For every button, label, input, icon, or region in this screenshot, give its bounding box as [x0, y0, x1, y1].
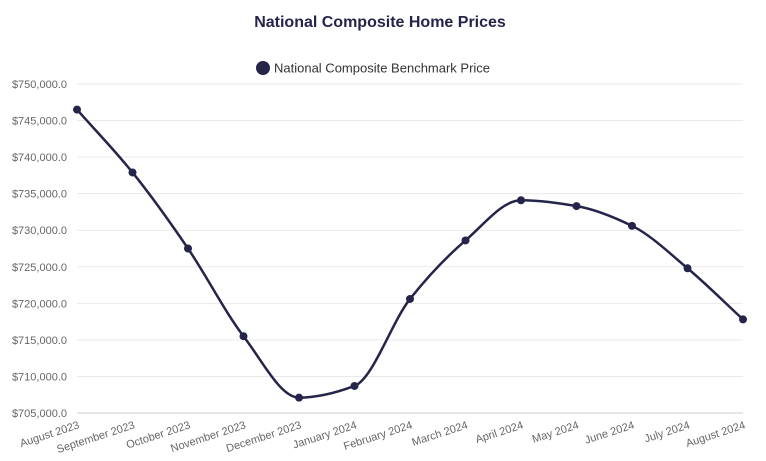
data-point-11[interactable] — [683, 264, 692, 273]
y-tick-label: $745,000.0 — [12, 116, 67, 128]
x-tick-label: August 2024 — [684, 419, 746, 450]
y-tick-label: $710,000.0 — [12, 371, 67, 383]
series-line — [75, 108, 745, 399]
legend[interactable]: National Composite Benchmark Price — [256, 61, 490, 76]
y-tick-label: $750,000.0 — [12, 79, 67, 91]
y-tick-label: $705,000.0 — [12, 408, 67, 420]
y-tick-label: $735,000.0 — [12, 189, 67, 201]
series-national-composite — [73, 105, 747, 402]
data-point-10[interactable] — [628, 221, 636, 230]
y-tick-label: $730,000.0 — [12, 225, 67, 237]
data-point-1[interactable] — [128, 168, 137, 177]
data-point-7[interactable] — [461, 236, 470, 245]
grid — [77, 83, 743, 414]
x-tick-label: April 2024 — [474, 419, 525, 446]
legend-label: National Composite Benchmark Price — [274, 61, 490, 76]
data-point-0[interactable] — [73, 105, 81, 114]
legend-marker-icon — [256, 61, 270, 75]
y-tick-label: $720,000.0 — [12, 298, 67, 310]
data-point-2[interactable] — [184, 244, 192, 253]
x-tick-label: June 2024 — [583, 419, 636, 446]
y-axis: $705,000.0 $710,000.0 $715,000.0 $720,000.0… — [12, 79, 67, 420]
data-point-6[interactable] — [406, 294, 414, 303]
x-tick-label: July 2024 — [643, 419, 691, 445]
data-point-9[interactable] — [572, 202, 581, 211]
y-tick-label: $715,000.0 — [12, 335, 67, 347]
data-point-8[interactable] — [517, 196, 525, 205]
data-point-4[interactable] — [295, 393, 303, 402]
data-point-3[interactable] — [239, 332, 248, 341]
x-tick-label: March 2024 — [410, 419, 469, 448]
data-point-5[interactable] — [350, 381, 359, 390]
data-point-12[interactable] — [739, 315, 747, 324]
y-tick-label: $740,000.0 — [12, 152, 67, 164]
x-tick-label: May 2024 — [531, 419, 581, 445]
chart-title: National Composite Home Prices — [254, 14, 506, 31]
y-tick-label: $725,000.0 — [12, 262, 67, 274]
